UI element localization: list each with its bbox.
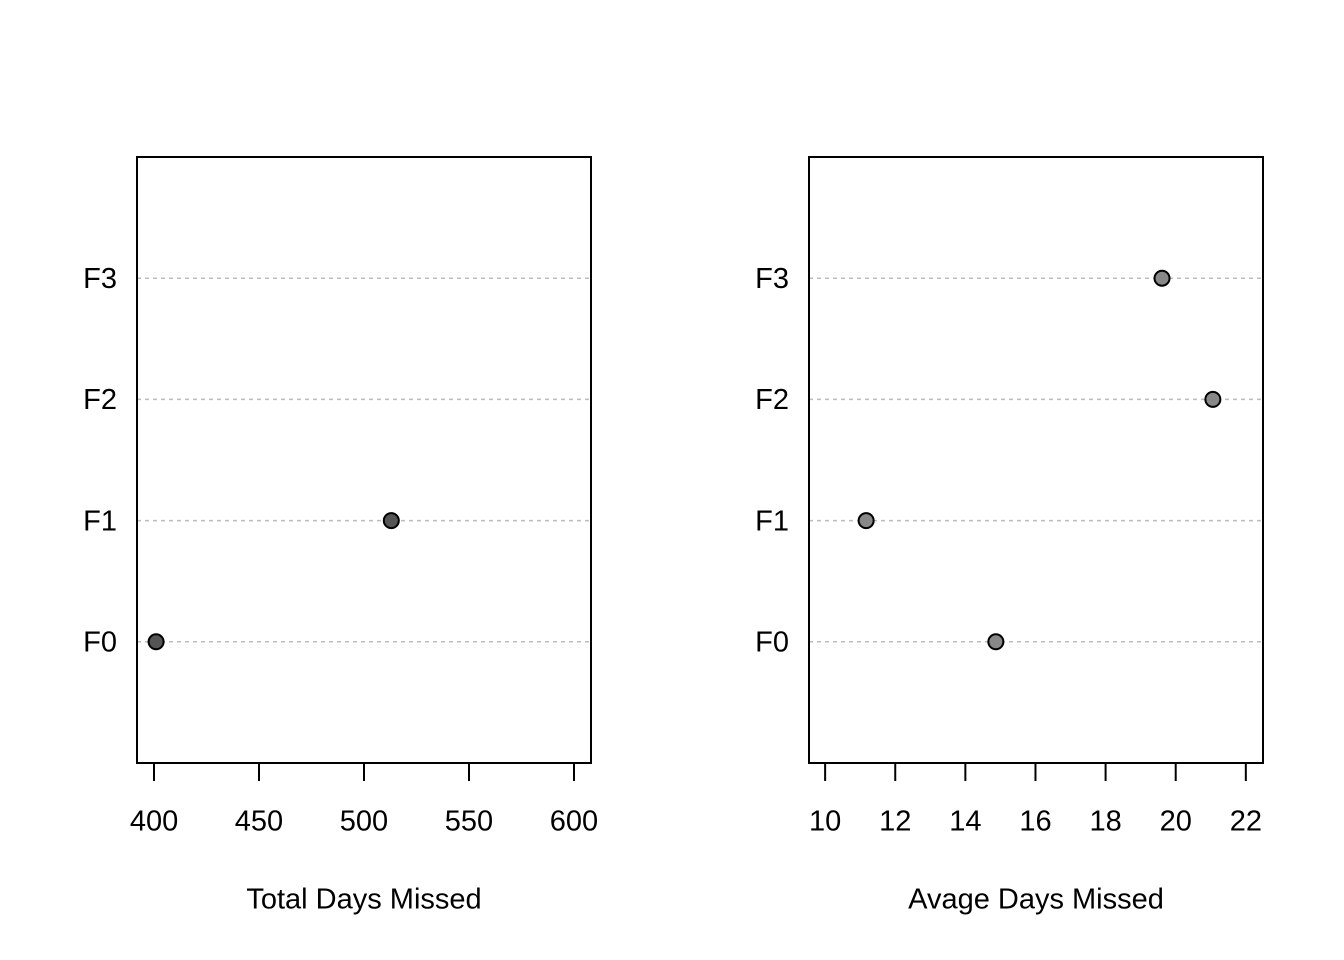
x-tick-label: 12: [879, 806, 911, 838]
y-tick-label: F1: [83, 505, 117, 537]
x-tick-label: 550: [445, 806, 493, 838]
dot: [147, 633, 165, 651]
y-tick-label: F2: [755, 384, 789, 416]
x-axis-title: Avage Days Missed: [908, 884, 1164, 916]
dot: [1153, 269, 1171, 287]
y-tick-label: F3: [755, 263, 789, 295]
y-tick-label: F0: [755, 626, 789, 658]
y-tick-label: F3: [83, 263, 117, 295]
dot: [987, 633, 1005, 651]
y-tick-label: F0: [83, 626, 117, 658]
x-tick-label: 14: [949, 806, 981, 838]
x-tick-label: 16: [1019, 806, 1051, 838]
x-tick-label: 450: [235, 806, 283, 838]
y-tick-label: F1: [755, 505, 789, 537]
x-tick-label: 600: [550, 806, 598, 838]
y-tick-label: F2: [83, 384, 117, 416]
x-tick-label: 500: [340, 806, 388, 838]
x-tick-label: 18: [1089, 806, 1121, 838]
dot: [857, 512, 875, 530]
plot-frame: [136, 156, 592, 764]
x-tick-label: 10: [809, 806, 841, 838]
x-tick-label: 20: [1160, 806, 1192, 838]
dot: [1204, 390, 1222, 408]
dot: [382, 512, 400, 530]
x-axis-title: Total Days Missed: [246, 884, 481, 916]
plot-frame: [808, 156, 1264, 764]
x-tick-label: 400: [130, 806, 178, 838]
x-tick-label: 22: [1230, 806, 1262, 838]
